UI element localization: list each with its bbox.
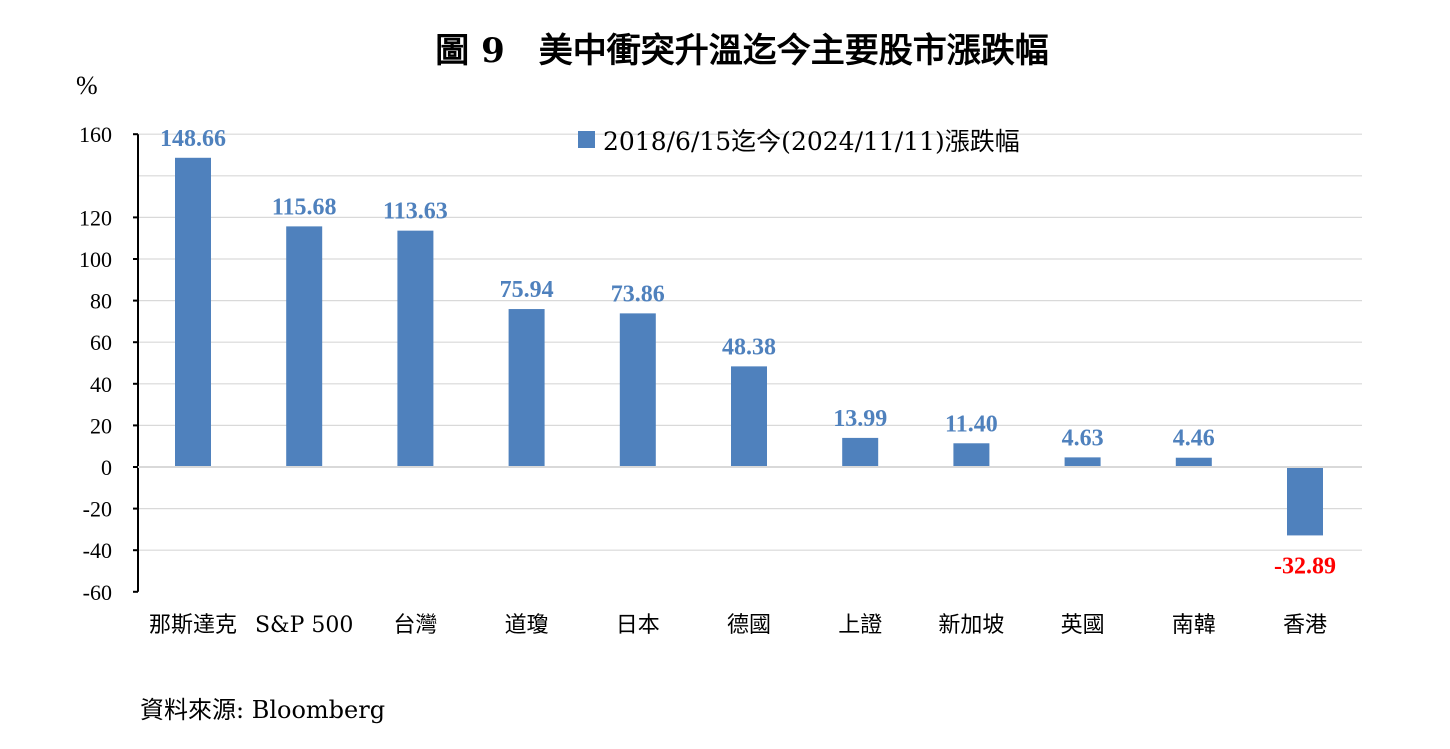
data-label: 113.63 xyxy=(383,199,448,225)
data-label: 148.66 xyxy=(160,126,226,152)
y-unit-label: % xyxy=(76,71,98,100)
y-tick-label: 40 xyxy=(90,372,112,397)
category-label: 香港 xyxy=(1283,613,1327,638)
data-label: -32.89 xyxy=(1274,553,1336,579)
category-label: 台灣 xyxy=(393,613,437,638)
category-label: S&P 500 xyxy=(255,613,353,638)
y-tick-label: -20 xyxy=(83,497,112,522)
legend-label: 2018/6/15迄今(2024/11/11)漲跌幅 xyxy=(603,127,1020,156)
chart-title: 圖 9 美中衝突升溫迄今主要股市漲跌幅 xyxy=(435,31,1049,71)
y-tick-label: 160 xyxy=(79,122,112,147)
bars xyxy=(175,157,1323,536)
y-tick-label: 80 xyxy=(90,289,112,314)
data-label: 13.99 xyxy=(833,406,887,432)
y-tick-label: 100 xyxy=(79,247,112,272)
axes xyxy=(133,133,1362,593)
y-tick-label: 120 xyxy=(79,205,112,230)
data-label: 73.86 xyxy=(611,281,665,307)
data-label: 75.94 xyxy=(500,277,554,303)
legend-swatch xyxy=(578,131,595,148)
category-label: 英國 xyxy=(1061,613,1105,638)
y-tick-label: 60 xyxy=(90,330,112,355)
gridlines xyxy=(138,133,1362,551)
data-labels: 148.66 115.68 113.63 75.94 73.86 48.38 13.99 11… xyxy=(160,126,1336,580)
data-label: 4.63 xyxy=(1062,425,1104,451)
y-tick-labels: 160 120 100 80 60 40 20 0 -20 -40 -60 xyxy=(79,122,112,605)
bar xyxy=(397,230,434,467)
data-label: 115.68 xyxy=(272,194,337,220)
data-label: 11.40 xyxy=(945,411,998,437)
y-tick-label: 20 xyxy=(90,413,112,438)
data-label: 48.38 xyxy=(722,334,776,360)
data-label: 4.46 xyxy=(1173,426,1215,452)
category-label: 新加坡 xyxy=(938,613,1004,638)
legend: 2018/6/15迄今(2024/11/11)漲跌幅 xyxy=(578,127,1020,156)
category-label: 上證 xyxy=(838,613,882,638)
x-category-labels: 那斯達克 S&P 500 台灣 道瓊 日本 德國 上證 新加坡 英國 南韓 香港 xyxy=(149,613,1327,638)
category-label: 那斯達克 xyxy=(149,613,237,638)
bar xyxy=(1175,457,1212,467)
category-label: 南韓 xyxy=(1172,613,1216,638)
category-label: 日本 xyxy=(616,613,660,638)
source-note: 資料來源: Bloomberg xyxy=(140,696,385,724)
bar xyxy=(619,313,656,467)
bar xyxy=(1287,467,1323,536)
bar xyxy=(731,366,767,467)
category-label: 道瓊 xyxy=(505,613,549,638)
bar xyxy=(953,443,990,467)
y-tick-label: -40 xyxy=(83,538,112,563)
bar xyxy=(1064,457,1101,467)
y-tick-label: 0 xyxy=(101,455,112,480)
bar xyxy=(842,437,879,467)
bar xyxy=(508,309,545,467)
bar xyxy=(286,226,323,467)
bar xyxy=(175,157,211,467)
y-tick-label: -60 xyxy=(83,580,112,605)
category-label: 德國 xyxy=(727,613,771,638)
